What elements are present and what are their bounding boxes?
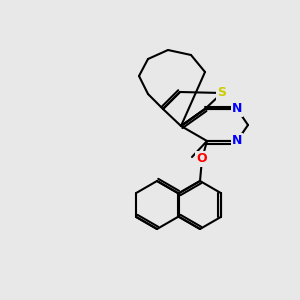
Text: O: O — [197, 152, 207, 166]
Text: N: N — [232, 103, 242, 116]
Text: S: S — [218, 86, 226, 100]
Text: N: N — [232, 134, 242, 148]
